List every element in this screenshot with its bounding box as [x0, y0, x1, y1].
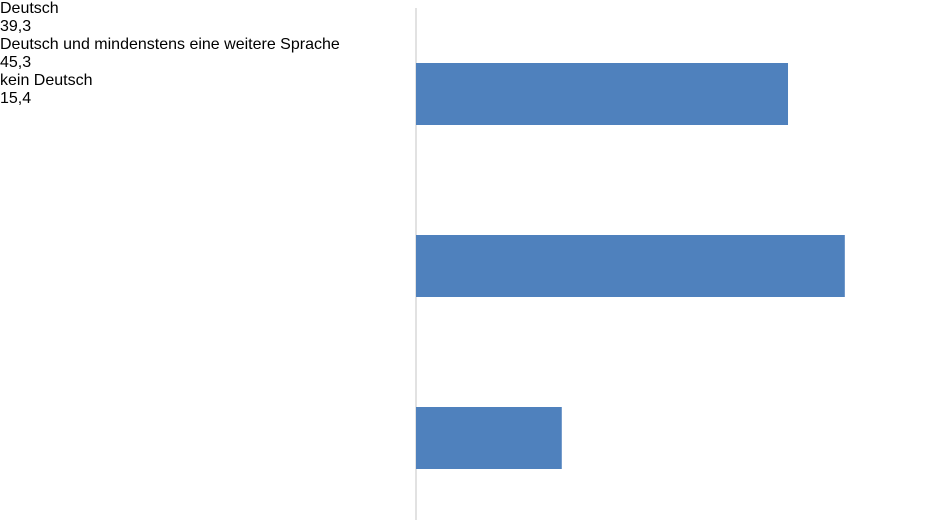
value-label: 39,3	[0, 18, 32, 35]
category-label-box: Deutsch	[0, 0, 926, 18]
category-label: Deutsch	[0, 0, 59, 17]
category-label: kein Deutsch	[0, 72, 93, 89]
category-label-box: Deutsch und mindenstens eine weitere Spr…	[0, 36, 926, 54]
category-label: Deutsch und mindenstens eine weitere Spr…	[0, 36, 340, 53]
value-label: 15,4	[0, 90, 32, 107]
value-label: 45,3	[0, 54, 32, 71]
bar	[416, 63, 789, 125]
bar	[416, 235, 845, 297]
category-label-box: kein Deutsch	[0, 72, 926, 90]
bar	[416, 407, 562, 469]
